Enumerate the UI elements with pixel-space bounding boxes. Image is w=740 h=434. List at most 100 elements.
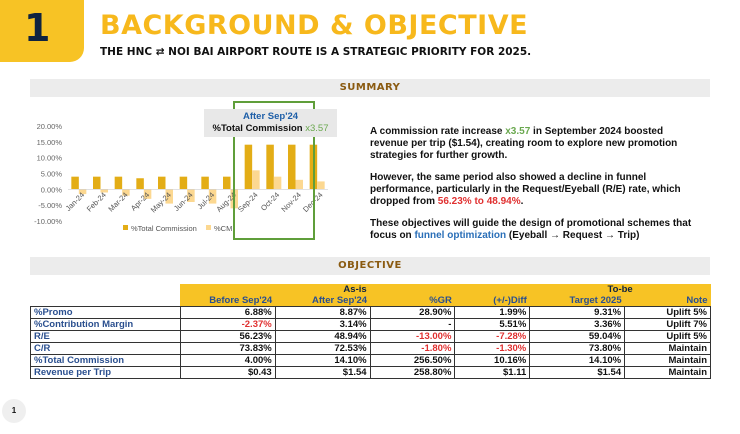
- table-cell: 6.88%: [179, 306, 276, 319]
- table-cell: Maintain: [624, 366, 711, 379]
- bar-total-commission: [179, 176, 188, 190]
- section-number-badge: 1: [0, 0, 84, 62]
- legend-label: %CM: [214, 224, 232, 233]
- bar-cm: [273, 176, 282, 190]
- table-row: R/E 56.23% 48.94% -13.00% -7.28% 59.04% Uplift…: [30, 330, 711, 343]
- row-metric-label: R/E: [30, 330, 181, 343]
- bar-cm: [252, 170, 260, 190]
- bar-cm: [78, 189, 87, 195]
- after-sep-callout-title: After Sep'24: [242, 111, 299, 122]
- bar-cm: [208, 189, 217, 204]
- y-tick-label: 15.00%: [37, 138, 63, 147]
- page-subtitle: THE HNC ⇄ NOI BAI AIRPORT ROUTE IS A STR…: [100, 46, 532, 58]
- table-cell: 73.83%: [179, 342, 276, 355]
- bar-total-commission: [158, 176, 166, 190]
- table-row: %Promo 6.88% 8.87% 28.90% 1.99% 9.31% Uplift 5…: [30, 306, 711, 319]
- bar-cm: [317, 181, 325, 190]
- x-tick-label: Jan-24: [64, 190, 87, 213]
- y-tick-label: 5.00%: [41, 170, 63, 179]
- y-tick-label: 10.00%: [37, 154, 63, 163]
- table-row: %Total Commission 4.00% 14.10% 256.50% 10.16…: [30, 354, 711, 367]
- after-sep-highlight-box: [233, 101, 315, 240]
- table-row: C/R 73.83% 72.53% -1.80% -1.30% 73.80% Maintai…: [30, 342, 711, 355]
- bar-total-commission: [288, 144, 296, 190]
- bar-total-commission: [71, 176, 79, 190]
- y-tick-label: -5.00%: [38, 201, 62, 210]
- table-cell: 3.14%: [274, 318, 371, 331]
- summary-paragraph-3: These objectives will guide the design o…: [370, 218, 692, 241]
- table-cell: Uplift 5%: [624, 306, 711, 319]
- bar-cm: [100, 189, 108, 193]
- table-cell: 72.53%: [274, 342, 371, 355]
- table-cell: 14.10%: [529, 354, 626, 367]
- summary-paragraph-1: A commission rate increase x3.57 in Sept…: [370, 126, 678, 161]
- y-tick-label: 20.00%: [37, 122, 63, 131]
- group-header-as-is: As-is: [180, 284, 530, 295]
- page-number: 1: [2, 399, 26, 423]
- table-cell: -: [369, 318, 456, 331]
- commission-chart: 20.00% 15.00% 10.00% 5.00% 0.00% -5.00% -10.00…: [34, 122, 328, 233]
- table-cell: 3.36%: [529, 318, 626, 331]
- x-tick-label: Apr-24: [129, 190, 151, 212]
- summary-paragraph-2: However, the same period also showed a d…: [370, 172, 681, 207]
- bar-total-commission: [201, 176, 209, 190]
- x-tick-label: Mar-24: [106, 190, 129, 213]
- page-title: BACKGROUND & OBJECTIVE: [100, 10, 529, 41]
- row-metric-label: C/R: [30, 342, 181, 355]
- table-cell: -7.28%: [454, 330, 531, 343]
- objective-table: As-is To-be Before Sep'24 After Sep'24 %…: [30, 284, 711, 379]
- bar-cm: [143, 189, 152, 199]
- y-tick-label: 0.00%: [41, 185, 63, 194]
- table-row: Revenue per Trip $0.43 $1.54 258.80% $1.11 $1…: [30, 366, 711, 379]
- column-header: Target 2025: [529, 295, 625, 307]
- summary-section-header: SUMMARY: [30, 79, 710, 97]
- table-cell: $1.11: [454, 366, 531, 379]
- y-tick-label: -10.00%: [34, 217, 62, 226]
- bar-total-commission: [93, 176, 101, 190]
- table-cell: $1.54: [529, 366, 626, 379]
- bar-cm: [295, 179, 303, 190]
- table-cell: $0.43: [179, 366, 276, 379]
- summary-text: A commission rate increase x3.57 in Sept…: [370, 126, 700, 252]
- after-sep-callout: After Sep'24 %Total Commission x3.57: [204, 109, 337, 137]
- table-cell: 14.10%: [274, 354, 371, 367]
- table-cell: 8.87%: [274, 306, 371, 319]
- bar-total-commission: [266, 144, 274, 190]
- table-column-header-row: Before Sep'24 After Sep'24 %GR (+/-)Diff…: [31, 295, 711, 307]
- bar-cm: [187, 189, 195, 202]
- row-metric-label: %Total Commission: [30, 354, 181, 367]
- table-cell: 56.23%: [179, 330, 276, 343]
- table-cell: -13.00%: [369, 330, 456, 343]
- table-cell: 5.51%: [454, 318, 531, 331]
- table-cell: 59.04%: [529, 330, 626, 343]
- after-sep-callout-multiplier: x3.57: [305, 123, 329, 134]
- column-header: Before Sep'24: [180, 295, 276, 307]
- table-cell: -2.37%: [179, 318, 276, 331]
- section-number: 1: [24, 6, 51, 50]
- table-group-header-row: As-is To-be: [31, 284, 711, 295]
- table-row: %Contribution Margin -2.37% 3.14% -5.51% 3.3…: [30, 318, 711, 331]
- table-cell: 9.31%: [529, 306, 626, 319]
- x-tick-label: Feb-24: [85, 190, 108, 213]
- column-header: After Sep'24: [275, 295, 371, 307]
- column-header: (+/-)Diff: [454, 295, 530, 307]
- table-cell: 73.80%: [529, 342, 626, 355]
- bar-total-commission: [136, 178, 144, 190]
- bar-total-commission: [223, 176, 231, 190]
- table-cell: Maintain: [624, 342, 711, 355]
- legend-swatch: [123, 225, 128, 230]
- bar-total-commission: [244, 144, 253, 190]
- table-cell: Uplift 5%: [624, 330, 711, 343]
- table-cell: 1.99%: [454, 306, 531, 319]
- table-cell: Uplift 7%: [624, 318, 711, 331]
- column-header: %GR: [370, 295, 455, 307]
- table-cell: 256.50%: [369, 354, 456, 367]
- legend-label: %Total Commission: [131, 224, 197, 233]
- bar-cm: [122, 189, 130, 196]
- column-header: Note: [624, 295, 711, 307]
- table-cell: 4.00%: [179, 354, 276, 367]
- table-cell: 48.94%: [274, 330, 371, 343]
- after-sep-callout-metric: %Total Commission: [212, 123, 303, 134]
- objective-section-header: OBJECTIVE: [30, 257, 710, 275]
- table-cell: 258.80%: [369, 366, 456, 379]
